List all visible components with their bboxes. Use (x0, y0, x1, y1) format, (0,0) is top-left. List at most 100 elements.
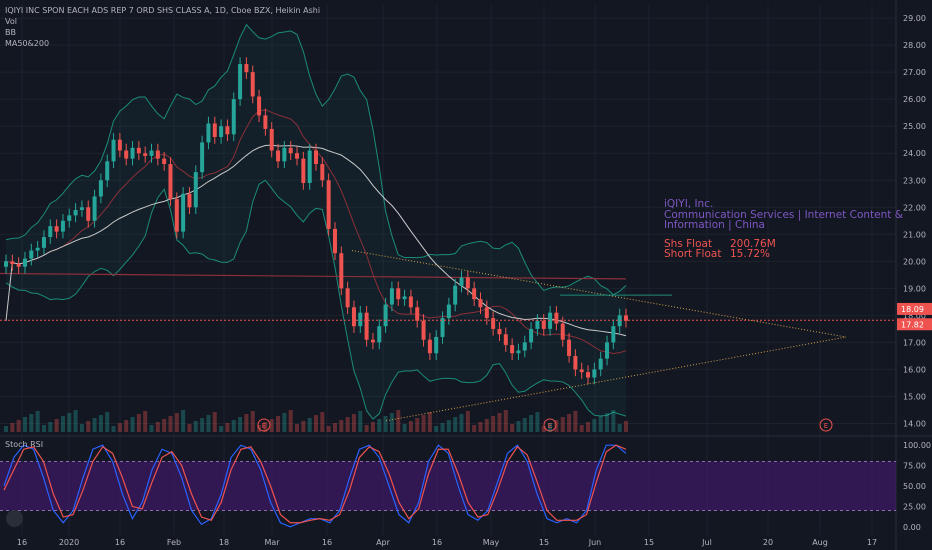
tradingview-logo-icon[interactable] (6, 510, 23, 527)
candle-body (29, 250, 34, 259)
volume-bar (193, 421, 198, 432)
candle-body (617, 315, 622, 327)
volume-bar (421, 415, 426, 432)
y-tick-label: 21.00 (903, 230, 926, 239)
price-label-box (897, 302, 932, 315)
volume-bar (465, 411, 470, 432)
volume-bar (219, 426, 224, 432)
y-tick-label: 22.00 (903, 203, 926, 212)
indicator-bb[interactable]: BB (5, 28, 16, 37)
volume-bar (389, 413, 394, 432)
candle-body (187, 193, 192, 208)
x-tick-label: 17 (867, 538, 877, 547)
candle-body (516, 350, 521, 354)
candle-body (465, 277, 470, 289)
indicator-ma[interactable]: MA50&200 (5, 39, 50, 48)
volume-bar (181, 410, 186, 432)
candle-body (383, 304, 388, 327)
candle-body (238, 64, 243, 100)
volume-bar (117, 423, 122, 432)
shs-float-label: Shs Float (664, 237, 713, 250)
candle-body (231, 99, 236, 135)
y-tick-label: 14.00 (903, 419, 926, 428)
candle-body (86, 207, 91, 221)
y-tick-label: 25.00 (903, 122, 926, 131)
x-tick-label: 2020 (59, 538, 79, 547)
x-tick-label: May (483, 538, 500, 547)
candle-body (257, 96, 262, 116)
candle-body (415, 307, 420, 321)
volume-bar (605, 413, 610, 432)
rsi-y-tick-label: 75.00 (903, 462, 926, 471)
volume-bar (295, 424, 300, 432)
short-float-label: Short Float (664, 248, 722, 260)
candle-body (624, 315, 628, 321)
volume-bar (162, 419, 167, 432)
y-tick-label: 28.00 (903, 41, 926, 50)
x-tick-label: 16 (432, 538, 442, 547)
candle-body (67, 215, 72, 221)
candle-body (111, 139, 116, 162)
rsi-y-tick-label: 0.00 (903, 523, 921, 532)
candle-body (332, 228, 337, 254)
volume-bar (408, 421, 413, 432)
candle-body (554, 312, 559, 324)
volume-bar (98, 415, 103, 432)
volume-bar (592, 419, 597, 432)
volume-bar (611, 410, 616, 432)
volume-bar (22, 417, 27, 432)
volume-bar (427, 412, 432, 432)
candle-body (351, 307, 356, 327)
y-tick-label: 27.00 (903, 68, 926, 77)
y-tick-label: 29.00 (903, 14, 926, 23)
ma200-line (0, 272, 627, 280)
candle-body (541, 320, 546, 329)
volume-bar (105, 412, 110, 432)
volume-bar (358, 411, 363, 432)
volume-bar (200, 418, 205, 432)
volume-bar (67, 413, 72, 432)
rsi-y-tick-label: 50.00 (903, 482, 926, 491)
volume-bar (364, 425, 369, 432)
candle-body (79, 207, 84, 210)
candle-body (434, 337, 439, 354)
indicator-vol[interactable]: Vol (5, 17, 17, 26)
candle-body (421, 320, 426, 340)
candle-body (339, 253, 344, 289)
candle-body (200, 142, 205, 173)
volume-bar (516, 421, 521, 432)
candle-body (225, 126, 230, 135)
volume-bar (503, 410, 508, 432)
earnings-marker-label: E (262, 422, 266, 430)
volume-bar (16, 420, 21, 432)
volume-bar (282, 413, 287, 432)
candle-body (314, 150, 318, 165)
candle-body (446, 304, 451, 319)
volume-bar (579, 425, 584, 432)
candle-body (124, 150, 129, 159)
candle-body (377, 326, 382, 343)
candle-body (219, 126, 224, 138)
volume-bar (212, 412, 217, 432)
sector-line-1: Communication Services | Internet Conten… (664, 208, 903, 221)
x-tick-label: Mar (264, 538, 280, 547)
volume-bar (345, 417, 350, 432)
candle-body (478, 299, 483, 308)
volume-bar (73, 410, 78, 432)
candle-body (522, 342, 527, 351)
volume-bar (453, 417, 458, 432)
volume-bar (111, 426, 116, 432)
candle-body (345, 288, 350, 308)
earnings-marker-label: E (824, 422, 828, 430)
candle-body (48, 226, 53, 238)
volume-bar (320, 412, 325, 432)
candle-body (212, 123, 217, 138)
candle-body (567, 339, 572, 356)
candle-body (98, 180, 103, 197)
volume-bar (446, 420, 451, 432)
candle-body (206, 123, 211, 143)
candle-body (250, 72, 255, 97)
candle-body (440, 318, 445, 338)
candle-body (22, 258, 27, 267)
